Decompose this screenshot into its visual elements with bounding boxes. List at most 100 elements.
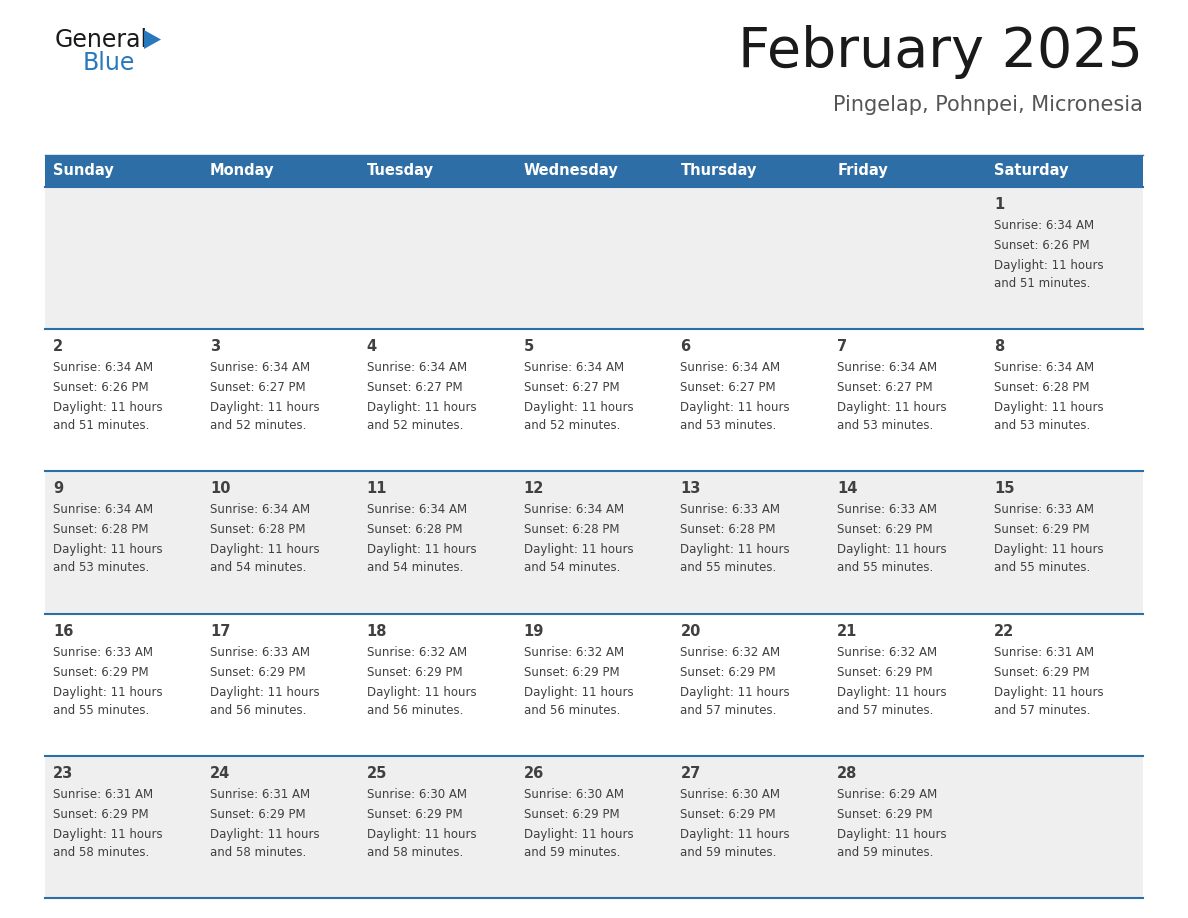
Text: Sunset: 6:29 PM: Sunset: 6:29 PM xyxy=(524,808,619,821)
Text: Sunset: 6:29 PM: Sunset: 6:29 PM xyxy=(838,666,933,678)
Text: Sunset: 6:29 PM: Sunset: 6:29 PM xyxy=(210,666,305,678)
Text: Sunset: 6:29 PM: Sunset: 6:29 PM xyxy=(681,808,776,821)
Text: Sunrise: 6:34 AM: Sunrise: 6:34 AM xyxy=(524,361,624,375)
Text: General: General xyxy=(55,28,148,52)
Text: Daylight: 11 hours: Daylight: 11 hours xyxy=(994,686,1104,699)
Text: 15: 15 xyxy=(994,481,1015,497)
Text: 1: 1 xyxy=(994,197,1004,212)
Text: Daylight: 11 hours: Daylight: 11 hours xyxy=(838,828,947,841)
Text: Sunrise: 6:33 AM: Sunrise: 6:33 AM xyxy=(994,503,1094,517)
Text: and 53 minutes.: and 53 minutes. xyxy=(838,420,934,432)
Text: and 55 minutes.: and 55 minutes. xyxy=(53,703,150,717)
Text: and 59 minutes.: and 59 minutes. xyxy=(681,845,777,859)
Text: and 55 minutes.: and 55 minutes. xyxy=(838,562,934,575)
Text: 9: 9 xyxy=(53,481,63,497)
Text: Sunset: 6:27 PM: Sunset: 6:27 PM xyxy=(367,381,462,394)
Text: 3: 3 xyxy=(210,339,220,354)
Text: Daylight: 11 hours: Daylight: 11 hours xyxy=(524,686,633,699)
Text: 26: 26 xyxy=(524,766,544,781)
Text: Sunset: 6:29 PM: Sunset: 6:29 PM xyxy=(838,808,933,821)
Text: Sunrise: 6:34 AM: Sunrise: 6:34 AM xyxy=(210,361,310,375)
Text: 6: 6 xyxy=(681,339,690,354)
Text: Daylight: 11 hours: Daylight: 11 hours xyxy=(681,401,790,414)
Text: 17: 17 xyxy=(210,623,230,639)
Text: Daylight: 11 hours: Daylight: 11 hours xyxy=(210,401,320,414)
Text: Daylight: 11 hours: Daylight: 11 hours xyxy=(994,543,1104,556)
Text: and 54 minutes.: and 54 minutes. xyxy=(367,562,463,575)
Text: Sunrise: 6:30 AM: Sunrise: 6:30 AM xyxy=(681,788,781,800)
Text: Pingelap, Pohnpei, Micronesia: Pingelap, Pohnpei, Micronesia xyxy=(833,95,1143,115)
Text: Saturday: Saturday xyxy=(994,163,1069,178)
Text: 5: 5 xyxy=(524,339,533,354)
Text: Sunset: 6:29 PM: Sunset: 6:29 PM xyxy=(524,666,619,678)
Text: Sunrise: 6:34 AM: Sunrise: 6:34 AM xyxy=(367,503,467,517)
Text: Sunset: 6:29 PM: Sunset: 6:29 PM xyxy=(681,666,776,678)
Text: Sunset: 6:29 PM: Sunset: 6:29 PM xyxy=(838,523,933,536)
Text: Sunset: 6:26 PM: Sunset: 6:26 PM xyxy=(53,381,148,394)
Text: 7: 7 xyxy=(838,339,847,354)
Text: Sunset: 6:29 PM: Sunset: 6:29 PM xyxy=(53,666,148,678)
Text: Sunrise: 6:34 AM: Sunrise: 6:34 AM xyxy=(53,503,153,517)
Text: 11: 11 xyxy=(367,481,387,497)
Text: Sunrise: 6:34 AM: Sunrise: 6:34 AM xyxy=(210,503,310,517)
Text: Sunrise: 6:31 AM: Sunrise: 6:31 AM xyxy=(53,788,153,800)
Text: and 56 minutes.: and 56 minutes. xyxy=(210,703,307,717)
Text: 16: 16 xyxy=(53,623,74,639)
Text: and 55 minutes.: and 55 minutes. xyxy=(681,562,777,575)
Text: and 56 minutes.: and 56 minutes. xyxy=(524,703,620,717)
Text: Daylight: 11 hours: Daylight: 11 hours xyxy=(53,401,163,414)
Text: Sunset: 6:28 PM: Sunset: 6:28 PM xyxy=(53,523,148,536)
Text: 20: 20 xyxy=(681,623,701,639)
Text: 10: 10 xyxy=(210,481,230,497)
Text: and 57 minutes.: and 57 minutes. xyxy=(681,703,777,717)
Text: Sunrise: 6:34 AM: Sunrise: 6:34 AM xyxy=(994,361,1094,375)
Text: and 57 minutes.: and 57 minutes. xyxy=(994,703,1091,717)
Bar xyxy=(45,613,1143,756)
Text: Sunset: 6:29 PM: Sunset: 6:29 PM xyxy=(210,808,305,821)
Text: Sunrise: 6:30 AM: Sunrise: 6:30 AM xyxy=(367,788,467,800)
Text: and 59 minutes.: and 59 minutes. xyxy=(838,845,934,859)
Text: 27: 27 xyxy=(681,766,701,781)
Text: and 58 minutes.: and 58 minutes. xyxy=(367,845,463,859)
Text: Sunset: 6:29 PM: Sunset: 6:29 PM xyxy=(367,808,462,821)
Text: and 53 minutes.: and 53 minutes. xyxy=(994,420,1091,432)
Text: Blue: Blue xyxy=(83,51,135,75)
Text: Sunset: 6:29 PM: Sunset: 6:29 PM xyxy=(994,523,1089,536)
Text: Sunrise: 6:32 AM: Sunrise: 6:32 AM xyxy=(524,645,624,658)
Text: 25: 25 xyxy=(367,766,387,781)
Text: Sunrise: 6:34 AM: Sunrise: 6:34 AM xyxy=(367,361,467,375)
Text: Daylight: 11 hours: Daylight: 11 hours xyxy=(681,543,790,556)
Text: Daylight: 11 hours: Daylight: 11 hours xyxy=(367,401,476,414)
Text: Friday: Friday xyxy=(838,163,889,178)
Text: Sunrise: 6:34 AM: Sunrise: 6:34 AM xyxy=(53,361,153,375)
Text: Sunset: 6:27 PM: Sunset: 6:27 PM xyxy=(838,381,933,394)
Text: and 51 minutes.: and 51 minutes. xyxy=(994,277,1091,290)
Text: Sunset: 6:28 PM: Sunset: 6:28 PM xyxy=(367,523,462,536)
Text: and 53 minutes.: and 53 minutes. xyxy=(53,562,150,575)
Text: Daylight: 11 hours: Daylight: 11 hours xyxy=(838,686,947,699)
Text: Sunrise: 6:32 AM: Sunrise: 6:32 AM xyxy=(367,645,467,658)
Text: Sunrise: 6:34 AM: Sunrise: 6:34 AM xyxy=(681,361,781,375)
Bar xyxy=(45,756,1143,898)
Text: and 52 minutes.: and 52 minutes. xyxy=(367,420,463,432)
Text: and 56 minutes.: and 56 minutes. xyxy=(367,703,463,717)
Text: Sunrise: 6:34 AM: Sunrise: 6:34 AM xyxy=(524,503,624,517)
Text: and 54 minutes.: and 54 minutes. xyxy=(524,562,620,575)
Text: Sunset: 6:27 PM: Sunset: 6:27 PM xyxy=(524,381,619,394)
Text: Sunrise: 6:29 AM: Sunrise: 6:29 AM xyxy=(838,788,937,800)
Text: and 52 minutes.: and 52 minutes. xyxy=(210,420,307,432)
Text: Daylight: 11 hours: Daylight: 11 hours xyxy=(367,543,476,556)
Text: 18: 18 xyxy=(367,623,387,639)
Text: Sunrise: 6:33 AM: Sunrise: 6:33 AM xyxy=(53,645,153,658)
Text: February 2025: February 2025 xyxy=(738,25,1143,79)
Text: Sunrise: 6:30 AM: Sunrise: 6:30 AM xyxy=(524,788,624,800)
Text: Daylight: 11 hours: Daylight: 11 hours xyxy=(681,828,790,841)
Text: Sunrise: 6:33 AM: Sunrise: 6:33 AM xyxy=(838,503,937,517)
Text: Sunset: 6:27 PM: Sunset: 6:27 PM xyxy=(681,381,776,394)
Text: and 51 minutes.: and 51 minutes. xyxy=(53,420,150,432)
Text: Daylight: 11 hours: Daylight: 11 hours xyxy=(53,686,163,699)
Text: Sunrise: 6:33 AM: Sunrise: 6:33 AM xyxy=(681,503,781,517)
Text: Sunset: 6:28 PM: Sunset: 6:28 PM xyxy=(210,523,305,536)
Text: Daylight: 11 hours: Daylight: 11 hours xyxy=(838,543,947,556)
Text: Sunset: 6:29 PM: Sunset: 6:29 PM xyxy=(994,666,1089,678)
